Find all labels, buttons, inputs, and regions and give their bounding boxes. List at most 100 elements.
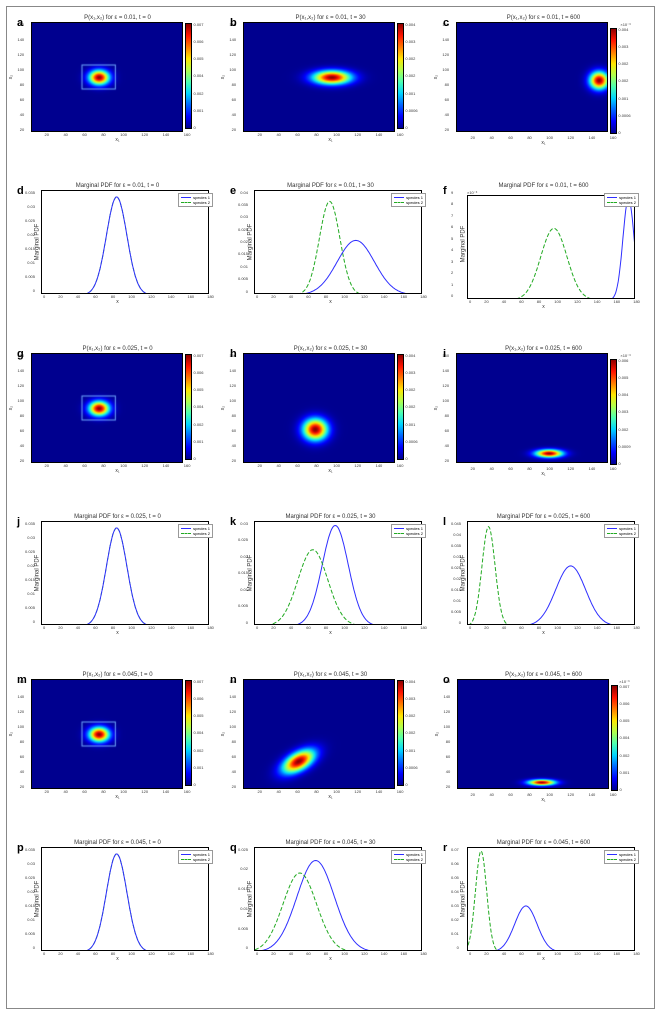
heatmap-title: P(x₁,x₂) for ε = 0.025, t = 30 [226,346,435,352]
lineplot-ylabel: Marginal PDF [247,223,253,260]
panel-label: e [230,185,236,197]
lineplot-xlabel: x [439,956,648,962]
heatmap-canvas [457,679,609,789]
heatmap-wrap: x₂20406080100120140160×10⁻³0.0040.0030.0… [439,22,648,135]
panel-label: m [17,674,27,686]
lineplot-ylabel: Marginal PDF [34,880,40,917]
heatmap-yticks: 20406080100120140160 [17,353,24,463]
heatmap-wrap: x₂204060801001201401600.0070.0060.0050.0… [13,22,222,132]
lineplot-xlabel: x [13,299,222,305]
legend-label: species 2 [406,200,423,205]
colorbar-ticks: 0.0070.0060.0050.0040.0020.0010 [619,684,629,792]
lineplot-xlabel: x [439,304,648,310]
heatmap-ylabel: x₂ [221,406,227,410]
lineplot-wrap: 00.0050.010.0150.020.0250.030.035Margina… [41,847,216,951]
figure-frame: aP(x₁,x₂) for ε = 0.01, t = 0x₂204060801… [6,6,655,1009]
heatmap-xlabel: x₁ [13,468,222,474]
heatmap-yticks: 20406080100120140160 [442,353,449,463]
lineplot-legend: species 1species 2 [178,193,213,207]
panel-label: d [17,185,24,197]
curve [255,525,422,625]
heatmap-title: P(x₁,x₂) for ε = 0.01, t = 600 [439,15,648,21]
legend-label: species 2 [619,200,636,205]
lineplot-wrap: 00.010.020.030.040.050.060.07Marginal PD… [467,847,642,951]
colorbar [185,23,192,129]
lineplot-wrap: 00.0050.010.0150.020.0250.030.0350.040.0… [467,521,642,625]
colorbar-column: 0.0040.0030.0020.0020.0010.00060 [397,679,417,787]
heatmap-xlabel: x₁ [226,468,435,474]
heatmap-title: P(x₁,x₂) for ε = 0.025, t = 0 [13,346,222,352]
lineplot-xlabel: x [226,956,435,962]
curve [468,198,635,299]
colorbar [611,685,618,791]
panel-l: lMarginal PDF for ε = 0.025, t = 60000.0… [439,514,648,673]
heatmap-yticks: 20406080100120140160 [229,353,236,463]
heatmap-title: P(x₁,x₂) for ε = 0.045, t = 0 [13,672,222,678]
lineplot-title: Marginal PDF for ε = 0.025, t = 0 [13,514,222,520]
heatmap-xlabel: x₁ [439,471,648,477]
colorbar [610,359,617,465]
heatmap-canvas [31,353,183,463]
panel-label: a [17,17,23,29]
panel-label: i [443,348,446,360]
colorbar [397,23,404,129]
colorbar-column: ×10⁻³0.0040.0030.0020.0020.0010.00060 [610,22,630,135]
lineplot-xlabel: x [13,630,222,636]
heatmap-yticks: 20406080100120140160 [443,679,450,789]
legend-label: species 2 [193,531,210,536]
panel-label: g [17,348,24,360]
heatmap-canvas [456,353,608,463]
colorbar-ticks: 0.0070.0060.0050.0040.0020.0010 [193,22,203,130]
panel-g: gP(x₁,x₂) for ε = 0.025, t = 0x₂20406080… [13,346,222,514]
colorbar-ticks: 0.0040.0030.0020.0020.0010.00060 [405,679,417,787]
lineplot-ylabel: Marginal PDF [460,226,466,263]
lineplot-legend: species 1species 2 [391,524,426,538]
colorbar [397,680,404,786]
heatmap-wrap: x₂20406080100120140160×10⁻³0.0060.0050.0… [439,353,648,466]
heatmap-canvas [31,679,183,789]
panel-h: hP(x₁,x₂) for ε = 0.025, t = 30x₂2040608… [226,346,435,514]
heatmap-title: P(x₁,x₂) for ε = 0.01, t = 0 [13,15,222,21]
heatmap-wrap: x₂204060801001201401600.0070.0060.0050.0… [13,353,222,463]
panel-a: aP(x₁,x₂) for ε = 0.01, t = 0x₂204060801… [13,15,222,183]
curve [468,851,635,951]
heatmap-xlabel: x₁ [13,137,222,143]
heatmap-ylabel: x₂ [9,732,15,736]
panel-f: fMarginal PDF for ε = 0.01, t = 600×10⁻³… [439,183,648,347]
panel-label: r [443,842,447,854]
lineplot-wrap: 00.0050.010.0150.020.0250.03Marginal PDF… [254,521,429,625]
heatmap-yticks: 20406080100120140160 [229,22,236,132]
heatmap-canvas [243,679,395,789]
colorbar-ticks: 0.0040.0030.0020.0020.0010.00060 [405,22,417,130]
colorbar-ticks: 0.0070.0060.0050.0040.0020.0010 [193,353,203,461]
panel-label: q [230,842,237,854]
curve [468,905,635,950]
panel-label: f [443,185,447,197]
colorbar [610,28,617,134]
colorbar-ticks: 0.0060.0050.0040.0030.0020.00090 [618,358,630,466]
panel-label: c [443,17,449,29]
panel-label: p [17,842,24,854]
colorbar [185,354,192,460]
panel-label: b [230,17,237,29]
lineplot-wrap: 00.0050.010.0150.020.0250.030.035Margina… [41,190,216,294]
panel-p: pMarginal PDF for ε = 0.045, t = 000.005… [13,840,222,999]
lineplot-ylabel: Marginal PDF [34,554,40,591]
heatmap-ylabel: x₂ [221,732,227,736]
curve [42,196,209,293]
lineplot-ylabel: Marginal PDF [247,554,253,591]
lineplot-legend: species 1species 2 [604,193,639,207]
curve [42,853,209,950]
heatmap-yticks: 20406080100120140160 [229,679,236,789]
heatmap-xlabel: x₁ [226,137,435,143]
lineplot-wrap: 00.0050.010.0150.020.0250.030.035Margina… [41,521,216,625]
colorbar-column: 0.0070.0060.0050.0040.0020.0010 [185,353,203,461]
colorbar-ticks: 0.0040.0030.0020.0020.0010.00060 [405,353,417,461]
curve [468,228,635,299]
lineplot-wrap: 00.0050.010.0150.020.025Marginal PDFspec… [254,847,429,951]
lineplot-wrap: 00.0050.010.0150.020.0250.030.0350.04Mar… [254,190,429,294]
lineplot-title: Marginal PDF for ε = 0.045, t = 30 [226,840,435,846]
panel-j: jMarginal PDF for ε = 0.025, t = 000.005… [13,514,222,673]
lineplot-title: Marginal PDF for ε = 0.045, t = 0 [13,840,222,846]
heatmap-canvas [31,22,183,132]
